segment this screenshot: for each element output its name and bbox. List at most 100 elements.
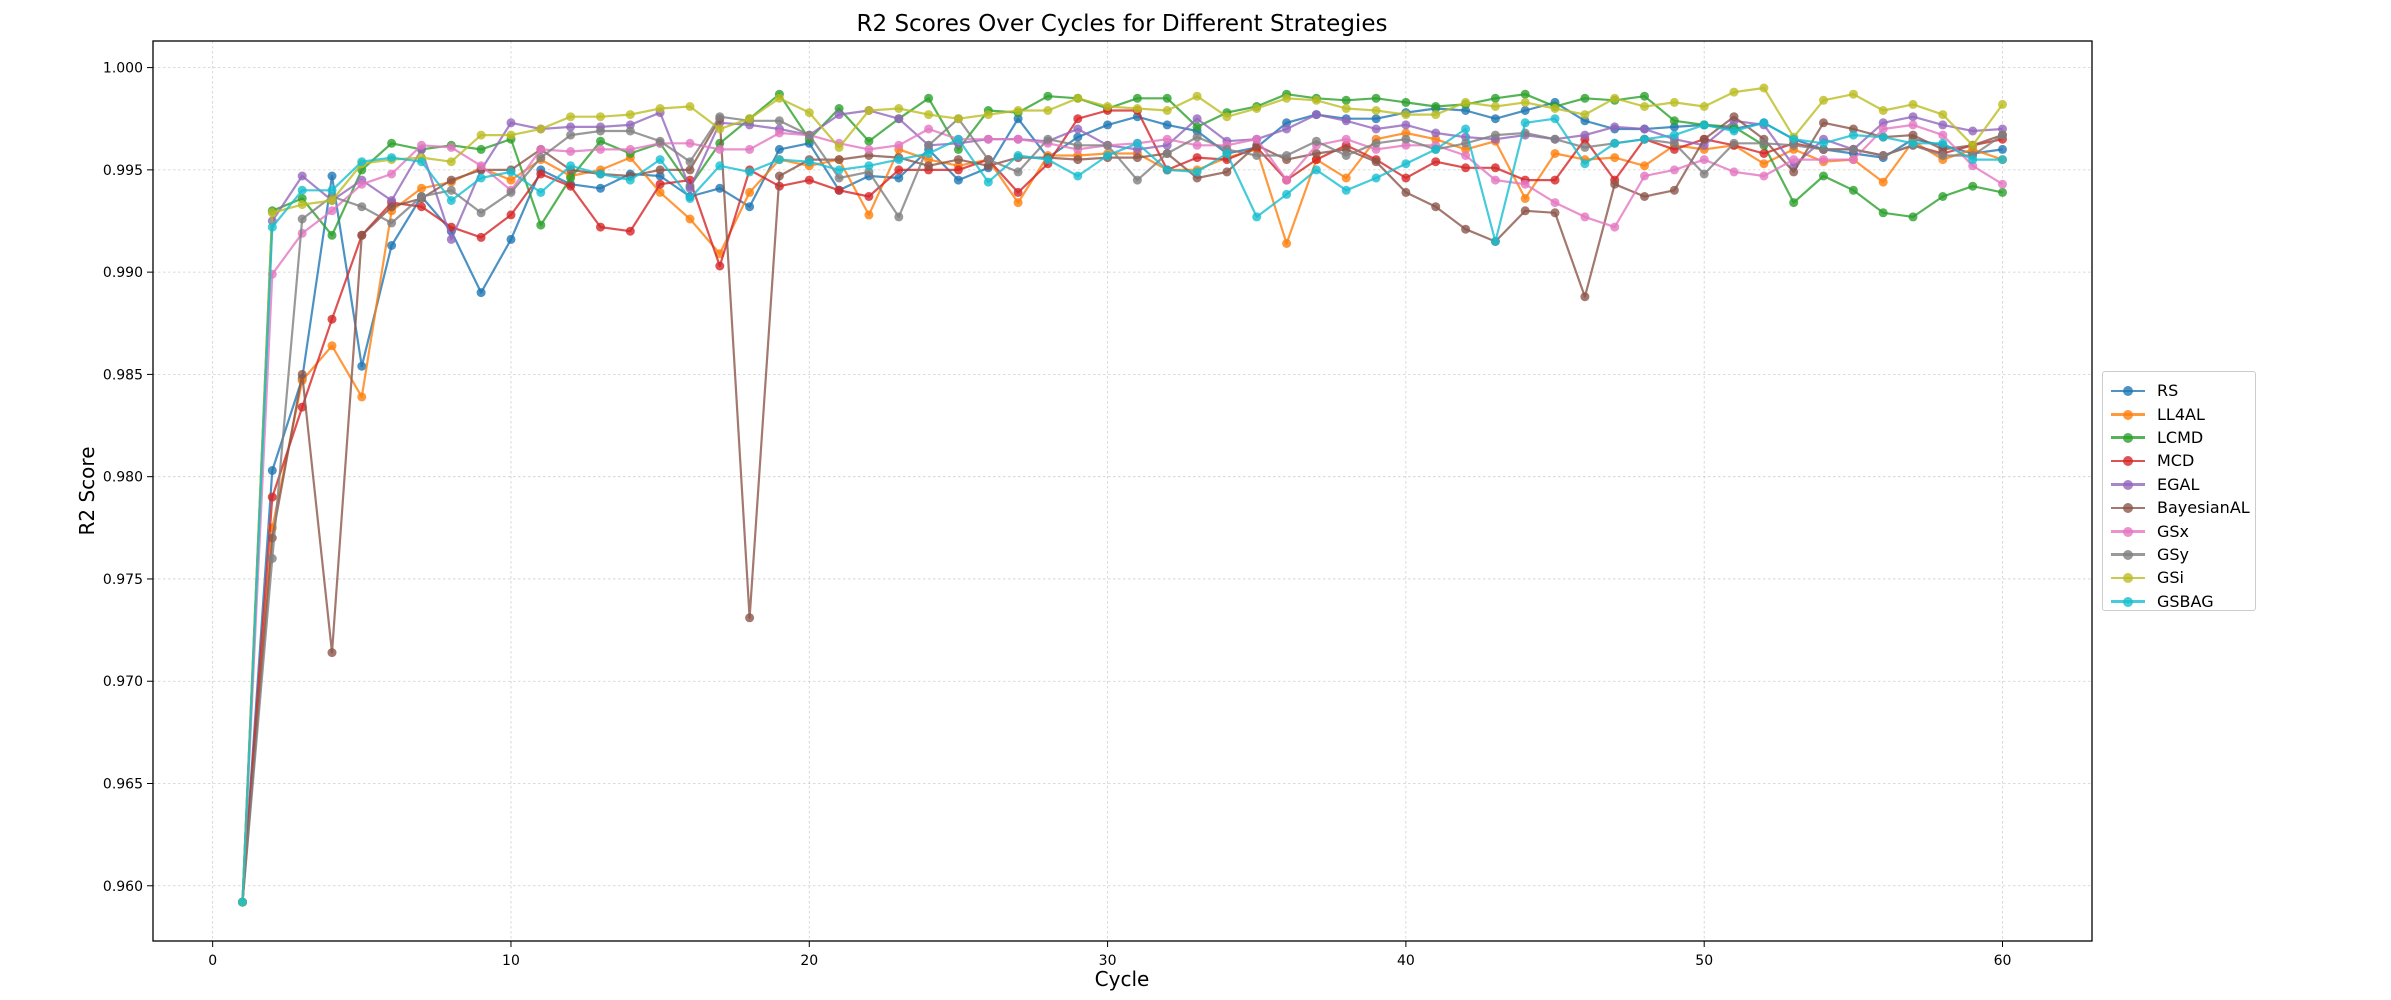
data-point <box>297 200 307 210</box>
data-point <box>685 102 695 111</box>
data-point <box>357 202 367 212</box>
data-point <box>1073 124 1083 134</box>
legend-item: GSx <box>2111 519 2255 542</box>
data-point <box>536 220 546 230</box>
data-point <box>387 196 397 205</box>
data-point <box>864 210 874 220</box>
y-tick-label: 0.995 <box>103 163 143 179</box>
data-point <box>625 126 635 136</box>
data-point <box>506 167 516 177</box>
data-point <box>894 155 904 165</box>
legend-item: LL4AL <box>2111 402 2255 425</box>
data-point <box>1192 132 1202 142</box>
data-point <box>596 144 605 154</box>
data-point <box>1461 151 1471 160</box>
data-point <box>1490 114 1500 124</box>
data-point <box>387 138 397 148</box>
data-point <box>1490 93 1500 103</box>
series-gsy <box>238 112 2007 907</box>
data-point <box>1162 93 1172 103</box>
data-point <box>1103 102 1113 111</box>
data-point <box>1103 151 1113 160</box>
data-point <box>1908 138 1918 148</box>
chart-title: R2 Scores Over Cycles for Different Stra… <box>857 11 1388 37</box>
data-point <box>1759 171 1769 181</box>
data-point <box>1132 175 1142 185</box>
data-point <box>1311 136 1321 146</box>
data-point <box>327 185 337 195</box>
legend: RS LL4AL LCMD MCD EGAL BayesianAL GSx GSy GSi GSB… <box>2102 371 2256 611</box>
data-point <box>1669 116 1679 126</box>
data-point <box>1461 97 1471 107</box>
data-point <box>804 108 814 118</box>
data-point <box>1401 120 1411 130</box>
data-point <box>1311 95 1321 105</box>
data-point <box>1819 155 1828 165</box>
data-point <box>1968 181 1978 191</box>
data-point <box>1640 192 1649 201</box>
data-point <box>506 210 516 220</box>
data-point <box>1550 114 1560 124</box>
data-point <box>476 288 486 298</box>
data-point <box>745 202 755 212</box>
data-point <box>1968 140 1978 150</box>
data-point <box>774 155 784 165</box>
data-point <box>1371 106 1381 115</box>
data-point <box>1610 153 1620 163</box>
data-point <box>1132 153 1142 163</box>
series-mcd <box>238 106 2007 907</box>
data-point <box>1192 91 1202 101</box>
data-point <box>1013 187 1023 197</box>
data-point <box>715 183 725 193</box>
data-point <box>1938 120 1948 130</box>
data-point <box>1341 134 1351 144</box>
plot-frame <box>152 40 2093 942</box>
data-point <box>327 171 337 181</box>
data-point <box>1103 120 1113 130</box>
legend-swatch <box>2111 595 2145 607</box>
data-point <box>1640 102 1649 111</box>
data-point <box>1789 155 1799 165</box>
data-point <box>387 169 397 179</box>
data-point <box>1908 130 1918 140</box>
data-point <box>1013 198 1023 208</box>
data-point <box>1699 134 1709 144</box>
data-point <box>1073 93 1083 103</box>
data-point <box>1282 124 1292 134</box>
data-point <box>1699 169 1709 179</box>
data-point <box>1878 177 1888 187</box>
data-point <box>536 169 546 179</box>
data-point <box>357 392 367 402</box>
data-point <box>1669 97 1679 107</box>
legend-label: BayesianAL <box>2157 498 2250 518</box>
data-point <box>834 173 844 183</box>
data-point <box>1461 224 1471 234</box>
data-point <box>417 157 426 167</box>
data-point <box>446 157 456 167</box>
data-point <box>1431 128 1441 138</box>
data-point <box>774 144 784 154</box>
data-point <box>1848 89 1858 99</box>
legend-item: RS <box>2111 379 2255 402</box>
data-point <box>1431 202 1441 212</box>
data-point <box>1580 212 1590 222</box>
y-tick-label: 0.980 <box>103 470 143 486</box>
data-point <box>1401 173 1411 183</box>
data-point <box>1669 165 1679 175</box>
legend-swatch <box>2111 502 2145 514</box>
data-point <box>983 155 993 165</box>
data-point <box>1192 153 1202 163</box>
data-point <box>1162 120 1172 130</box>
data-point <box>327 648 337 658</box>
data-point <box>1162 149 1172 158</box>
legend-label: GSBAG <box>2157 591 2214 611</box>
data-point <box>864 136 874 146</box>
data-point <box>685 183 695 193</box>
data-point <box>267 466 277 475</box>
data-point <box>1490 102 1500 111</box>
legend-item: GSBAG <box>2111 590 2255 613</box>
data-point <box>1908 120 1918 130</box>
data-point <box>1311 165 1321 175</box>
data-point <box>1073 140 1083 150</box>
legend-swatch <box>2111 548 2145 560</box>
